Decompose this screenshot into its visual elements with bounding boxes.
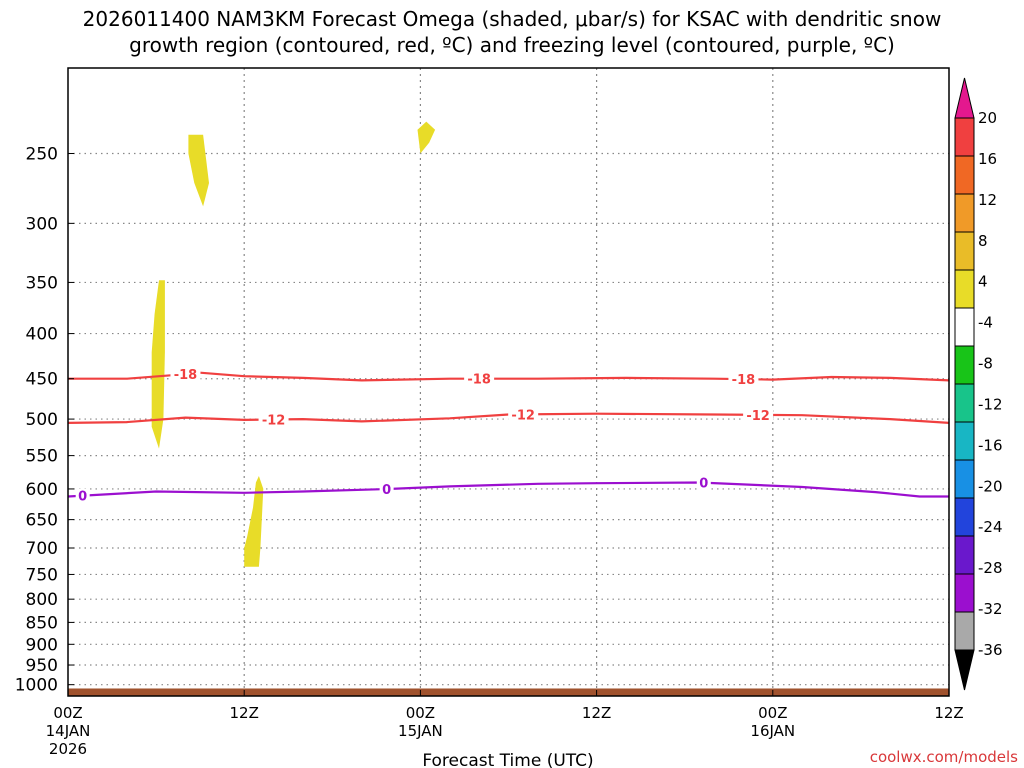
y-tick-label: 350 (26, 273, 58, 293)
colorbar-band (954, 307, 975, 347)
contour-label-bg (743, 407, 774, 422)
colorbar-top-arrow (954, 77, 975, 119)
omega-shaded-region (244, 476, 264, 567)
colorbar-label: 8 (978, 232, 988, 250)
contour-label-bg (170, 367, 201, 382)
y-tick-label: 950 (26, 656, 58, 676)
y-tick-label: 450 (26, 370, 58, 390)
colorbar-band (954, 231, 975, 271)
contour-label: -12 (746, 409, 770, 424)
y-tick-label: 300 (26, 214, 58, 234)
contour-label-bg (728, 372, 759, 387)
contour-line (67, 481, 949, 498)
omega-shading-layer (151, 121, 436, 567)
y-tick-label: 400 (26, 325, 58, 345)
y-tick-label: 1000 (15, 676, 58, 696)
contour-label: -18 (732, 373, 756, 388)
colorbar-band (954, 459, 975, 499)
colorbar-label: 16 (978, 150, 997, 168)
contour-layer: -18 -18 -18 -12 -12 -12 0 0 0 (67, 367, 950, 505)
omega-shaded-region (417, 121, 436, 154)
contour-label-bg (464, 371, 495, 386)
colorbar-band (954, 155, 975, 195)
y-tick-label: 250 (26, 144, 58, 164)
colorbar-band (954, 117, 975, 157)
colorbar-band (954, 383, 975, 423)
y-tick-label: 600 (26, 480, 58, 500)
x-tick-label: 12Z (230, 704, 259, 722)
colorbar-band (954, 611, 975, 651)
colorbar-label: -36 (978, 641, 1003, 659)
y-tick-label: 700 (26, 539, 58, 559)
credit-text: coolwx.com/models (870, 748, 1018, 766)
contour-label-bg (508, 407, 539, 422)
x-tick-date-label: 16JAN (750, 722, 795, 740)
colorbar-label: -16 (978, 436, 1003, 454)
y-tick-label: 900 (26, 635, 58, 655)
contour-label-bg (379, 482, 394, 497)
colorbar-label: -4 (978, 314, 993, 332)
y-tick-label: 500 (26, 410, 58, 430)
y-tick-label: 800 (26, 590, 58, 610)
colorbar-band (954, 421, 975, 461)
x-tick-label: 00Z (758, 704, 787, 722)
y-tick-label: 850 (26, 613, 58, 633)
contour-label: -18 (174, 368, 198, 383)
contour-label: 0 (382, 483, 391, 498)
colorbar-band (954, 573, 975, 613)
x-tick-label: 12Z (934, 704, 963, 722)
contour-label-bg (258, 412, 289, 427)
colorbar-label: 4 (978, 273, 988, 291)
contour-label-bg (75, 488, 90, 503)
y-tick-label: 650 (26, 511, 58, 531)
colorbar-label: -8 (978, 355, 993, 373)
x-tick-label: 12Z (582, 704, 611, 722)
contour-label: -12 (262, 413, 286, 428)
colorbar-label: -24 (978, 518, 1003, 536)
x-tick-label: 00Z (406, 704, 435, 722)
contour-label: -18 (467, 373, 491, 388)
colorbar-label: 12 (978, 191, 997, 209)
plot-area (68, 68, 949, 696)
y-tick-label: 550 (26, 447, 58, 467)
colorbar-label: -28 (978, 559, 1003, 577)
colorbar-label: -20 (978, 477, 1003, 495)
contour-label: 0 (78, 490, 87, 505)
colorbar-label: -32 (978, 600, 1003, 618)
contour-label: -12 (511, 408, 535, 423)
contour-label-bg (696, 475, 711, 490)
x-tick-date-label: 14JAN (46, 722, 91, 740)
colorbar-band (954, 535, 975, 575)
x-axis-label: Forecast Time (UTC) (422, 751, 593, 768)
colorbar-band (954, 269, 975, 309)
x-tick-date-label: 15JAN (398, 722, 443, 740)
colorbar-label: 20 (978, 109, 997, 127)
colorbar-band (954, 345, 975, 385)
colorbar: 20 16 12 8 4 -4 -8 -12 -16 -20 -24 -28 -32 -36 (954, 77, 1003, 691)
chart-title-line2: growth region (contoured, red, ºC) and f… (129, 33, 895, 57)
colorbar-label: -12 (978, 395, 1003, 413)
colorbar-band (954, 497, 975, 537)
omega-shaded-region (188, 134, 209, 207)
colorbar-bottom-arrow (954, 649, 975, 691)
plot-frame (67, 67, 950, 697)
x-tick-year-label: 2026 (49, 740, 87, 758)
terrain-layer (68, 688, 949, 696)
chart-title-line1: 2026011400 NAM3KM Forecast Omega (shaded… (83, 7, 942, 31)
terrain-fill (68, 688, 949, 696)
y-axis-ticks: 2503003504004505005506006507007508008509… (15, 144, 74, 696)
y-tick-label: 750 (26, 565, 58, 585)
x-tick-label: 00Z (53, 704, 82, 722)
contour-line (67, 412, 950, 424)
colorbar-band (954, 193, 975, 233)
contour-label: 0 (699, 477, 708, 492)
omega-shaded-region (151, 280, 165, 449)
